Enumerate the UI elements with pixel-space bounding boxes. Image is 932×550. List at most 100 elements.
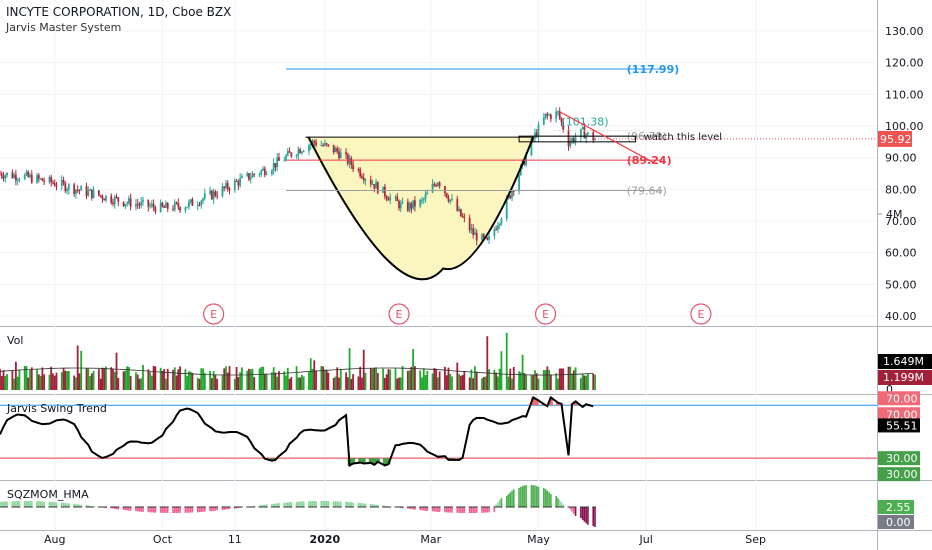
y-tick-label: 130.00 <box>885 25 924 38</box>
candle-body <box>101 195 104 200</box>
candle-body <box>435 185 437 187</box>
candle-body <box>345 152 347 155</box>
volume-bar <box>221 375 224 390</box>
volume-bar <box>150 375 153 390</box>
volume-bar <box>262 366 264 390</box>
last-price-text: 95.92 <box>880 133 912 146</box>
volume-bar <box>301 374 303 390</box>
candle-body <box>173 202 176 210</box>
volume-bar <box>295 366 298 390</box>
candle-body <box>500 218 503 224</box>
candle-body <box>165 202 167 208</box>
candle-body <box>237 181 240 186</box>
candle-body <box>29 174 31 177</box>
volume-bar <box>251 368 254 390</box>
candle-body <box>16 179 19 181</box>
volume-bar <box>481 378 483 390</box>
volume-bar <box>436 377 439 390</box>
volume-bar <box>498 368 501 390</box>
volume-bar <box>260 367 263 390</box>
volume-bar <box>500 351 503 390</box>
candle-body <box>228 188 231 191</box>
volume-bar <box>383 377 386 390</box>
volume-bar <box>519 372 522 390</box>
volume-bar <box>126 366 129 390</box>
volume-bar <box>394 368 397 390</box>
earnings-marker <box>690 303 712 325</box>
volume-bar <box>345 372 347 390</box>
volume-bar <box>2 370 5 390</box>
volume-bar <box>18 369 21 390</box>
indicator-title: Jarvis Master System <box>6 21 122 34</box>
swing-badge <box>878 451 920 466</box>
volume-bar <box>276 376 279 390</box>
volume-bar <box>399 377 402 390</box>
volume-bar <box>414 366 416 390</box>
candle-body <box>191 199 194 206</box>
volume-bar <box>66 371 68 390</box>
volume-bar <box>408 370 411 390</box>
swing-badge-text: 30.00 <box>886 452 918 465</box>
candle-body <box>414 200 416 207</box>
candle-body <box>4 175 7 179</box>
candle-body <box>544 113 547 118</box>
candle-body <box>421 199 423 201</box>
candle-body <box>41 178 44 181</box>
volume-bar <box>75 377 77 390</box>
volume-bar <box>161 370 164 390</box>
volume-bar <box>396 378 399 390</box>
volume-bar <box>248 368 250 390</box>
candle-body <box>359 169 362 177</box>
volume-bar <box>546 366 549 390</box>
volume-bar <box>557 378 559 390</box>
candle-body <box>297 149 300 156</box>
volume-bar <box>585 375 588 390</box>
volume-bar <box>50 366 53 390</box>
volume-bar <box>431 373 434 390</box>
volume-bar <box>124 370 127 390</box>
candle-body <box>50 176 53 183</box>
volume-bar <box>496 376 499 390</box>
volume-bar <box>39 376 42 390</box>
volume-bar <box>297 377 300 390</box>
candle-body <box>348 158 351 164</box>
volume-bar <box>85 368 88 390</box>
volume-bar <box>29 370 31 390</box>
candle-body <box>25 171 28 175</box>
candle-body <box>78 189 81 191</box>
x-tick-label: Jul <box>639 533 653 546</box>
volume-bar <box>127 367 130 390</box>
volume-panel-label: Vol <box>7 334 24 347</box>
candle-body <box>113 196 116 205</box>
candle-body <box>214 191 217 196</box>
volume-bar <box>152 365 155 390</box>
volume-bar <box>555 373 558 390</box>
candle-body <box>285 155 287 161</box>
volume-bar <box>488 369 490 390</box>
candle-body <box>196 204 199 206</box>
level-label-peak: (101.38) <box>561 116 608 129</box>
candle-body <box>475 232 478 241</box>
earnings-marker-letter: E <box>396 308 403 321</box>
volume-bar <box>482 377 485 390</box>
volume-bar <box>327 372 330 390</box>
volume-bar <box>475 371 478 390</box>
x-tick-label: 2020 <box>310 533 341 546</box>
volume-bar <box>188 371 190 390</box>
candle-body <box>498 223 501 226</box>
volume-bar <box>323 369 326 390</box>
level-label-target-high: (117.99) <box>627 63 680 76</box>
volume-bar <box>406 370 409 390</box>
candle-body <box>36 175 38 183</box>
candle-body <box>463 216 466 218</box>
candle-body <box>542 117 545 125</box>
candle-body <box>18 179 21 181</box>
volume-bar <box>101 367 104 390</box>
candle-body <box>555 111 558 120</box>
candle-body <box>376 182 379 193</box>
volume-bar <box>338 377 340 390</box>
volume-bar <box>149 371 151 390</box>
candle-body <box>369 179 372 185</box>
candle-body <box>295 155 298 157</box>
